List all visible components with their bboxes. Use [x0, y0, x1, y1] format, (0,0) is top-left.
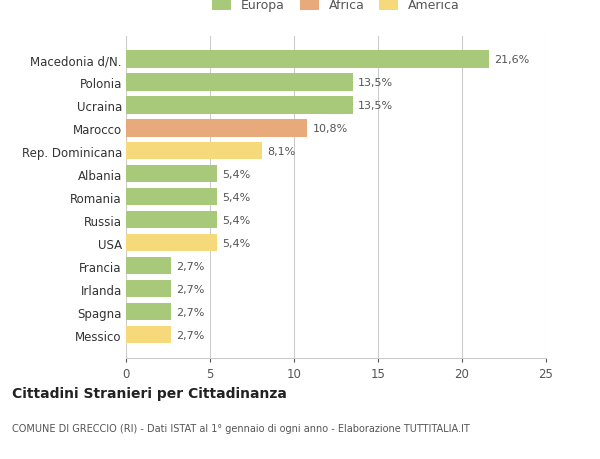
Bar — [126, 120, 307, 137]
Bar — [126, 235, 217, 252]
Bar — [126, 51, 489, 68]
Bar — [126, 189, 217, 206]
Bar — [126, 143, 262, 160]
Text: 13,5%: 13,5% — [358, 101, 393, 111]
Text: COMUNE DI GRECCIO (RI) - Dati ISTAT al 1° gennaio di ogni anno - Elaborazione TU: COMUNE DI GRECCIO (RI) - Dati ISTAT al 1… — [12, 424, 470, 433]
Bar — [126, 166, 217, 183]
Text: 8,1%: 8,1% — [267, 146, 295, 157]
Bar — [126, 97, 353, 114]
Text: 2,7%: 2,7% — [176, 261, 205, 271]
Bar — [126, 303, 172, 320]
Text: 5,4%: 5,4% — [222, 169, 250, 179]
Text: 2,7%: 2,7% — [176, 284, 205, 294]
Text: 5,4%: 5,4% — [222, 192, 250, 202]
Bar — [126, 257, 172, 274]
Legend: Europa, Africa, America: Europa, Africa, America — [208, 0, 464, 16]
Text: 13,5%: 13,5% — [358, 78, 393, 88]
Bar — [126, 280, 172, 297]
Text: 2,7%: 2,7% — [176, 330, 205, 340]
Bar — [126, 212, 217, 229]
Text: 10,8%: 10,8% — [313, 123, 348, 134]
Text: 5,4%: 5,4% — [222, 238, 250, 248]
Text: 5,4%: 5,4% — [222, 215, 250, 225]
Text: 21,6%: 21,6% — [494, 55, 529, 65]
Bar — [126, 326, 172, 343]
Text: Cittadini Stranieri per Cittadinanza: Cittadini Stranieri per Cittadinanza — [12, 386, 287, 400]
Text: 2,7%: 2,7% — [176, 307, 205, 317]
Bar — [126, 74, 353, 91]
